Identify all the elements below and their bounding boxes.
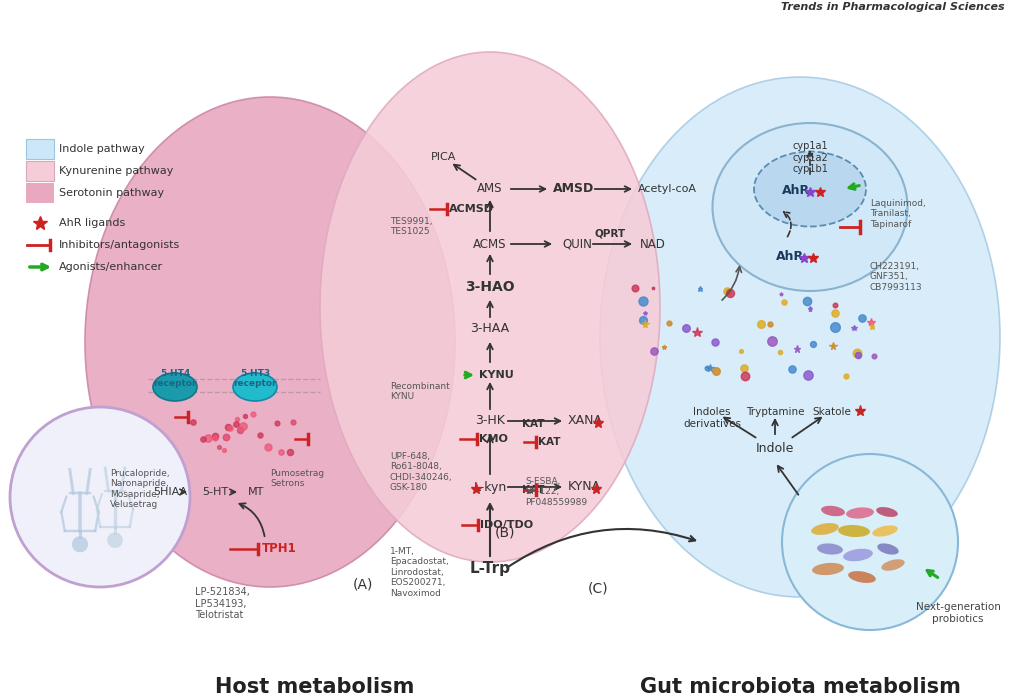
Text: Gut microbiota metabolism: Gut microbiota metabolism xyxy=(640,677,961,697)
Ellipse shape xyxy=(233,373,278,401)
Text: Acetyl-coA: Acetyl-coA xyxy=(638,184,697,194)
Text: 5-HT: 5-HT xyxy=(202,487,228,497)
Ellipse shape xyxy=(811,523,839,535)
Text: ACMS: ACMS xyxy=(473,238,507,250)
Text: Host metabolism: Host metabolism xyxy=(215,677,415,697)
Text: AhR: AhR xyxy=(782,183,810,197)
Text: ACMSD: ACMSD xyxy=(449,204,494,214)
Ellipse shape xyxy=(848,571,876,583)
FancyBboxPatch shape xyxy=(26,161,54,181)
Text: XANA: XANA xyxy=(568,415,603,427)
Text: Indoles
derivatives: Indoles derivatives xyxy=(683,407,741,429)
Text: Trends in Pharmacological Sciences: Trends in Pharmacological Sciences xyxy=(781,2,1005,12)
Ellipse shape xyxy=(846,507,873,519)
Text: (A): (A) xyxy=(353,578,373,592)
Text: QUIN: QUIN xyxy=(562,238,592,250)
Text: Prucalopride,
Naronapride,
Mosapride,
Velusetrag: Prucalopride, Naronapride, Mosapride, Ve… xyxy=(110,469,170,510)
Ellipse shape xyxy=(319,52,660,562)
Ellipse shape xyxy=(600,77,1000,597)
Ellipse shape xyxy=(754,151,866,227)
Text: Indole pathway: Indole pathway xyxy=(59,144,144,154)
Ellipse shape xyxy=(843,549,872,561)
Ellipse shape xyxy=(817,544,843,555)
Text: Tryptamine: Tryptamine xyxy=(745,407,804,417)
Text: KAT: KAT xyxy=(538,437,560,447)
Text: Kynurenine pathway: Kynurenine pathway xyxy=(59,166,173,176)
Text: QPRT: QPRT xyxy=(595,229,626,239)
Text: 5-HT4
receptor: 5-HT4 receptor xyxy=(154,369,197,388)
Ellipse shape xyxy=(153,373,197,401)
Text: AMS: AMS xyxy=(477,183,503,195)
Text: TPH1: TPH1 xyxy=(262,542,297,556)
Ellipse shape xyxy=(821,506,845,516)
Text: CH223191,
GNF351,
CB7993113: CH223191, GNF351, CB7993113 xyxy=(870,262,923,292)
Ellipse shape xyxy=(85,97,455,587)
Text: KYNA: KYNA xyxy=(568,480,601,493)
Ellipse shape xyxy=(882,559,904,571)
Text: 3-HAA: 3-HAA xyxy=(470,323,510,335)
Text: (B): (B) xyxy=(495,525,515,539)
Text: AMSD: AMSD xyxy=(553,183,594,195)
Ellipse shape xyxy=(838,525,870,537)
Circle shape xyxy=(10,407,190,587)
Ellipse shape xyxy=(812,563,844,575)
Text: Recombinant
KYNU: Recombinant KYNU xyxy=(390,382,450,401)
Text: UPF-648,
Ro61-8048,
CHDI-340246,
GSK-180: UPF-648, Ro61-8048, CHDI-340246, GSK-180 xyxy=(390,452,453,492)
Text: Agonists/enhancer: Agonists/enhancer xyxy=(59,262,163,272)
Ellipse shape xyxy=(878,544,899,555)
Text: AhR: AhR xyxy=(776,250,804,263)
Text: S-ESBA,
BF-122,
PF048559989: S-ESBA, BF-122, PF048559989 xyxy=(525,477,587,507)
Text: Pumosetrag
Setrons: Pumosetrag Setrons xyxy=(270,469,325,489)
Text: KYNU: KYNU xyxy=(479,370,514,380)
Text: KAT: KAT xyxy=(522,485,544,495)
Text: Next-generation
probiotics: Next-generation probiotics xyxy=(915,602,1000,624)
Text: cyp1a1
cyp1a2
cyp1b1: cyp1a1 cyp1a2 cyp1b1 xyxy=(792,141,828,174)
Text: Inhibitors/antagonists: Inhibitors/antagonists xyxy=(59,240,180,250)
Text: 5HIAA: 5HIAA xyxy=(153,487,187,497)
Circle shape xyxy=(73,537,88,552)
Text: L-kyn: L-kyn xyxy=(473,480,507,493)
Text: Serotonin pathway: Serotonin pathway xyxy=(59,188,164,198)
Text: MT: MT xyxy=(248,487,264,497)
Ellipse shape xyxy=(877,507,898,517)
FancyBboxPatch shape xyxy=(26,139,54,159)
Text: L-Trp: L-Trp xyxy=(469,562,511,576)
Text: TES9991,
TES1025: TES9991, TES1025 xyxy=(390,217,432,236)
Text: Indole: Indole xyxy=(756,443,795,456)
Text: Skatole: Skatole xyxy=(813,407,851,417)
Text: 1-MT,
Epacadostat,
Linrodostat,
EOS200271,
Navoximod: 1-MT, Epacadostat, Linrodostat, EOS20027… xyxy=(390,547,449,597)
Text: Laquinimod,
Tranilast,
Tapinarof: Laquinimod, Tranilast, Tapinarof xyxy=(870,199,926,229)
Text: NAD: NAD xyxy=(640,238,666,250)
Text: 3-HK: 3-HK xyxy=(475,415,505,427)
Ellipse shape xyxy=(713,123,907,291)
Ellipse shape xyxy=(872,526,898,537)
Text: 5-HT3
receptor: 5-HT3 receptor xyxy=(233,369,276,388)
Text: LP-521834,
LP534193,
Telotristat: LP-521834, LP534193, Telotristat xyxy=(195,587,250,620)
Text: PICA: PICA xyxy=(431,152,457,162)
Text: AhR ligands: AhR ligands xyxy=(59,218,125,228)
Text: IDO/TDO: IDO/TDO xyxy=(480,520,534,530)
Text: KMO: KMO xyxy=(479,434,508,444)
FancyBboxPatch shape xyxy=(26,183,54,203)
Text: KAT: KAT xyxy=(522,419,544,429)
Circle shape xyxy=(108,533,123,548)
Circle shape xyxy=(782,454,958,630)
Text: (C): (C) xyxy=(588,582,608,596)
Text: 3-HAO: 3-HAO xyxy=(465,280,515,294)
